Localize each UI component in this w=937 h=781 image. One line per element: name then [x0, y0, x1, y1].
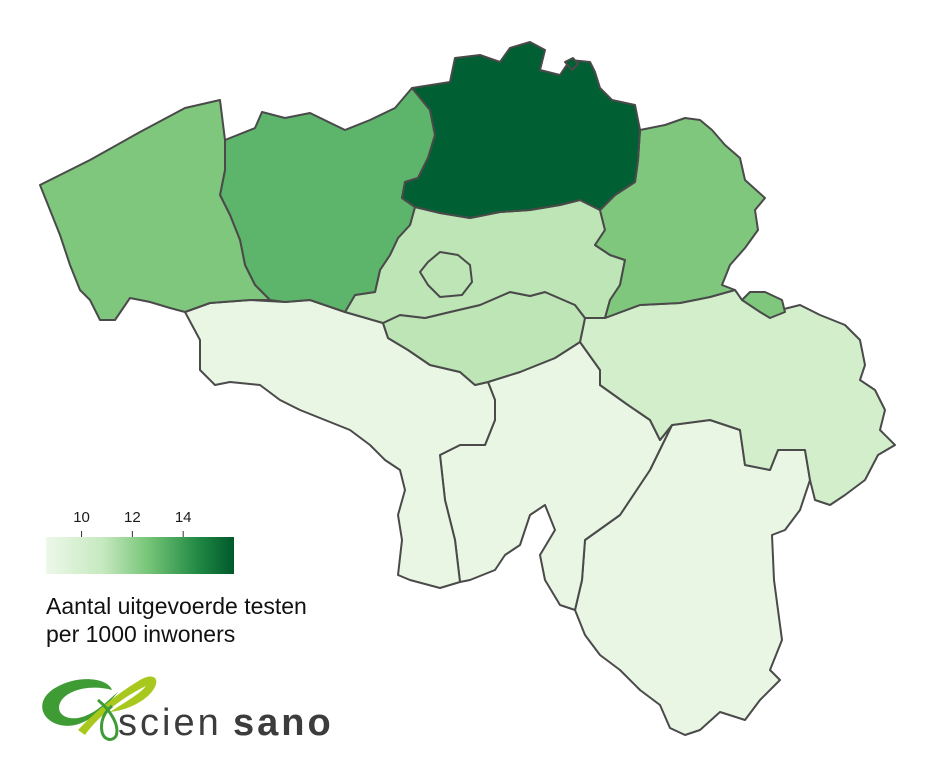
logo-text-bold: sano	[233, 702, 334, 744]
logo-leaf-lime	[78, 676, 157, 735]
legend-title-line1: Aantal uitgevoerde testen	[46, 593, 307, 619]
legend-tick-label: 10	[73, 509, 90, 526]
sciensano-logo: scien sano	[42, 676, 334, 744]
province-brussel	[419, 251, 473, 298]
legend-title-line2: per 1000 inwoners	[46, 621, 236, 647]
legend-colorbar	[46, 537, 234, 574]
province-antwerpen-exclave	[564, 57, 579, 71]
province-west-vlaanderen	[39, 99, 271, 321]
province-voeren	[741, 291, 786, 319]
legend-tick-label: 14	[175, 509, 192, 526]
logo-leaf-green	[42, 679, 118, 726]
logo-text-light: scien	[118, 702, 222, 744]
logo-leaf-swirl	[97, 698, 119, 741]
legend: 10 12 14	[46, 509, 234, 574]
legend-title: Aantal uitgevoerde testen per 1000 inwon…	[46, 592, 406, 648]
province-antwerpen	[401, 41, 641, 219]
legend-tick-label: 12	[124, 509, 141, 526]
legend-ticks: 10 12 14	[73, 509, 192, 537]
province-liege	[579, 289, 896, 506]
